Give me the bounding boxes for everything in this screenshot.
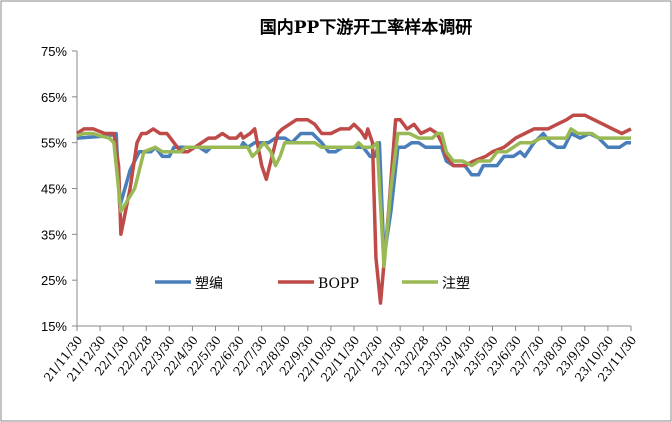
- y-tick-label: 75%: [41, 44, 67, 59]
- y-tick-label: 25%: [41, 273, 67, 288]
- y-tick-label: 15%: [41, 319, 67, 334]
- y-tick-label: 45%: [41, 182, 67, 197]
- legend-label: 注塑: [442, 276, 470, 292]
- y-tick-label: 35%: [41, 227, 67, 242]
- legend-label: BOPP: [318, 276, 359, 292]
- series-line-3: [76, 127, 631, 269]
- y-tick-label: 55%: [41, 136, 67, 151]
- legend-label: 塑编: [195, 276, 223, 292]
- chart-title: 国内PP下游开工率样本调研: [260, 17, 473, 38]
- y-tick-label: 65%: [41, 90, 67, 105]
- series-line-2: [76, 113, 632, 305]
